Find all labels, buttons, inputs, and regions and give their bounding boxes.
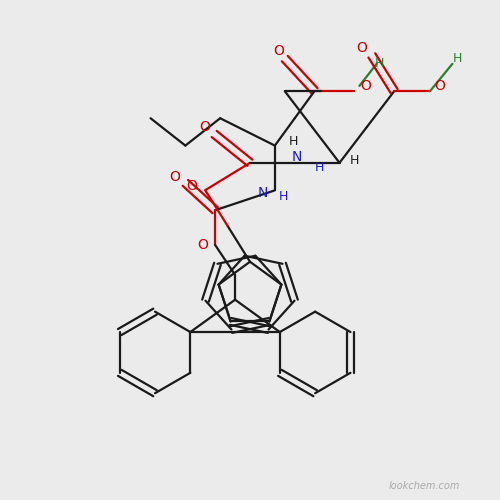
Text: H: H <box>374 57 384 70</box>
Text: N: N <box>292 150 302 164</box>
Text: H: H <box>315 162 324 174</box>
Text: H: H <box>289 135 298 148</box>
Text: O: O <box>198 238 208 252</box>
Text: O: O <box>186 179 197 193</box>
Text: O: O <box>356 41 368 55</box>
Text: O: O <box>360 79 371 93</box>
Text: O: O <box>169 170 180 184</box>
Text: N: N <box>257 186 268 200</box>
Text: lookchem.com: lookchem.com <box>388 481 460 491</box>
Text: O: O <box>274 44 284 58</box>
Text: H: H <box>350 154 359 167</box>
Text: O: O <box>434 79 446 93</box>
Text: O: O <box>199 120 209 134</box>
Text: H: H <box>452 52 462 66</box>
Text: H: H <box>279 190 288 203</box>
